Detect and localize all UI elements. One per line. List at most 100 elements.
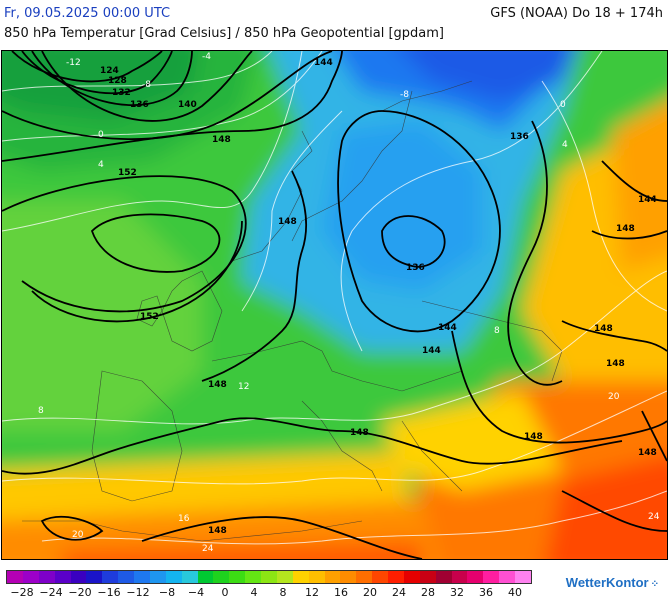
- scale-swatch: [276, 571, 293, 583]
- scale-tick: −8: [158, 586, 176, 599]
- scale-swatch: [388, 571, 404, 583]
- contour-label: 148: [606, 359, 625, 369]
- scale-swatch: [245, 571, 261, 583]
- contour-label: 148: [208, 526, 227, 536]
- scale-tick: −4: [187, 586, 205, 599]
- scale-swatch: [181, 571, 198, 583]
- isotherm-label: 8: [494, 326, 500, 336]
- contour-label: 148: [208, 380, 227, 390]
- isotherm-label: 20: [608, 392, 620, 402]
- contour-label: 136: [510, 132, 529, 142]
- isotherm-label: 16: [178, 514, 190, 524]
- scale-swatch: [70, 571, 87, 583]
- scale-tick: 28: [421, 586, 435, 599]
- contour-label: 132: [112, 88, 131, 98]
- scale-swatch: [229, 571, 246, 583]
- scale-tick: 16: [334, 586, 348, 599]
- temperature-field: [2, 51, 667, 559]
- contour-label: 148: [350, 428, 369, 438]
- isotherm-label: -12: [66, 58, 81, 68]
- scale-swatch: [165, 571, 182, 583]
- scale-swatch: [499, 571, 515, 583]
- contour-label: 152: [140, 312, 159, 322]
- contour-label: 148: [212, 135, 231, 145]
- scale-tick: −20: [68, 586, 92, 599]
- contour-label: 144: [438, 323, 457, 333]
- contour-label: 148: [594, 324, 613, 334]
- contour-label: 128: [108, 76, 127, 86]
- forecast-datetime: Fr, 09.05.2025 00:00 UTC: [4, 6, 171, 21]
- scale-swatch: [86, 571, 103, 583]
- scale-swatch: [419, 571, 436, 583]
- scale-swatch: [38, 571, 55, 583]
- contour-label: 124: [100, 66, 119, 76]
- contour-label: 136: [130, 100, 149, 110]
- contour-label: 136: [406, 263, 425, 273]
- scale-tick: 8: [279, 586, 287, 599]
- scale-swatch: [515, 571, 531, 583]
- isotherm-label: 24: [648, 512, 660, 522]
- model-run: GFS (NOAA) Do 18 + 174h: [490, 6, 663, 21]
- scale-tick: −24: [39, 586, 63, 599]
- contour-label: 152: [118, 168, 137, 178]
- scale-tick: 20: [363, 586, 377, 599]
- scale-tick: −28: [10, 586, 34, 599]
- contour-label: 148: [638, 448, 657, 458]
- scale-swatch: [118, 571, 134, 583]
- scale-tick: 12: [305, 586, 319, 599]
- scale-swatch: [197, 571, 214, 583]
- contour-label: 144: [314, 58, 333, 68]
- isotherm-label: 20: [72, 530, 84, 540]
- contour-label: 144: [422, 346, 441, 356]
- scale-swatch: [292, 571, 309, 583]
- scale-swatch: [134, 571, 150, 583]
- scale-tick: 24: [392, 586, 406, 599]
- isotherm-label: 12: [238, 382, 249, 392]
- weather-map: 124 128 132 136 140 144 148 152 136 144 …: [1, 50, 668, 560]
- scale-swatch: [308, 571, 325, 583]
- contour-label: 148: [616, 224, 635, 234]
- scale-swatch: [7, 571, 23, 583]
- isotherm-label: -8: [400, 90, 409, 100]
- geopotential-labels: 124 128 132 136 140 144 148 152 136 144 …: [100, 58, 657, 536]
- scale-swatch: [372, 571, 388, 583]
- scale-swatch: [435, 571, 452, 583]
- contour-label: 148: [278, 217, 297, 227]
- scale-swatch: [261, 571, 277, 583]
- scale-swatch: [22, 571, 39, 583]
- scale-swatch: [54, 571, 71, 583]
- contour-label: 140: [178, 100, 197, 110]
- scale-swatch: [483, 571, 500, 583]
- geopotential-contours: [2, 51, 667, 559]
- scale-swatch: [451, 571, 468, 583]
- scale-tick: 4: [250, 586, 258, 599]
- scale-swatch: [149, 571, 166, 583]
- scale-swatch: [356, 571, 373, 583]
- coastlines: [22, 80, 563, 542]
- logo-text: WetterKontor: [565, 575, 649, 590]
- scale-swatch: [324, 571, 341, 583]
- logo-dots-icon: ⁘: [650, 579, 659, 590]
- isotherm-label: 0: [98, 130, 104, 140]
- scale-tick: −16: [97, 586, 121, 599]
- isotherm-label: 0: [560, 100, 566, 110]
- isotherm-label: -4: [202, 52, 211, 62]
- isotherm-label: 8: [38, 406, 44, 416]
- contour-label: 148: [524, 432, 543, 442]
- scale-swatch: [213, 571, 230, 583]
- wetterkontor-logo[interactable]: WetterKontor ⁘: [566, 575, 659, 590]
- scale-swatch: [403, 571, 420, 583]
- scale-swatch: [102, 571, 119, 583]
- scale-tick: 0: [221, 586, 229, 599]
- map-subtitle: 850 hPa Temperatur [Grad Celsius] / 850 …: [4, 26, 445, 41]
- isotherms: [2, 51, 667, 545]
- isotherm-labels: -12 -8 -4 0 4 8 12 16 20 24 -8 0 4 8 20 …: [38, 52, 660, 554]
- isotherm-label: 4: [562, 140, 568, 150]
- scale-tick: 40: [508, 586, 522, 599]
- scale-tick: −12: [126, 586, 150, 599]
- temperature-color-scale: [6, 570, 532, 584]
- contour-label: 144: [638, 195, 657, 205]
- scale-swatch: [340, 571, 357, 583]
- scale-tick: 36: [479, 586, 493, 599]
- scale-tick: 32: [450, 586, 464, 599]
